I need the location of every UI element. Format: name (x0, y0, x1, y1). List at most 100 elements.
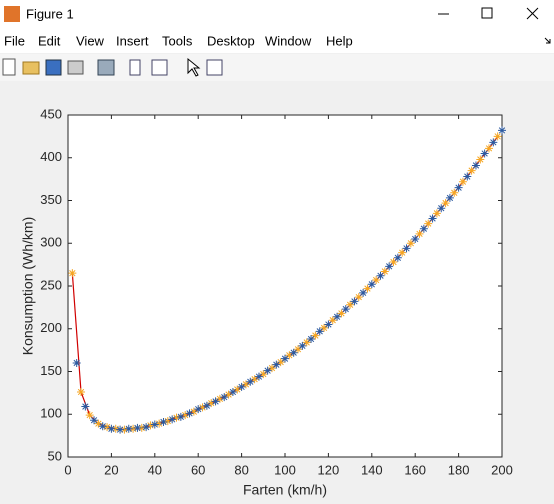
menu-item[interactable]: Tools (162, 33, 193, 48)
menu-bar (0, 30, 554, 53)
data-marker (263, 366, 272, 375)
data-marker (458, 177, 467, 186)
data-marker (120, 425, 129, 434)
data-marker (354, 293, 363, 302)
data-marker (77, 388, 86, 397)
x-tick-label: 80 (234, 462, 248, 477)
menu-item[interactable]: Edit (38, 33, 61, 48)
data-marker (450, 188, 459, 197)
data-marker (315, 327, 324, 336)
data-marker (72, 358, 81, 367)
y-tick-label: 100 (40, 406, 62, 421)
data-marker (146, 421, 155, 430)
pointer-icon[interactable] (187, 57, 201, 77)
y-tick-label: 450 (40, 106, 62, 121)
menu-item[interactable]: File (4, 33, 25, 48)
y-tick-label: 350 (40, 192, 62, 207)
new-icon[interactable] (2, 58, 16, 76)
data-marker (224, 390, 233, 399)
data-marker (85, 411, 94, 420)
data-marker (346, 300, 355, 309)
data-marker (220, 393, 229, 402)
data-marker (476, 155, 485, 164)
data-marker (298, 341, 307, 350)
data-marker (467, 166, 476, 175)
x-tick-label: 140 (361, 462, 383, 477)
data-marker (415, 229, 424, 238)
dock-button[interactable] (544, 37, 551, 44)
data-marker (376, 271, 385, 280)
colorbar-icon[interactable] (129, 59, 141, 76)
data-marker (406, 239, 415, 248)
link-icon[interactable] (97, 59, 115, 76)
menu-item[interactable]: Window (265, 33, 312, 48)
data-marker (198, 403, 207, 412)
data-marker (367, 280, 376, 289)
data-marker (359, 288, 368, 297)
data-marker (341, 305, 350, 314)
open-icon[interactable] (22, 61, 40, 75)
data-marker (471, 161, 480, 170)
y-tick-label: 50 (48, 448, 62, 463)
data-marker (150, 420, 159, 429)
data-marker (333, 312, 342, 321)
menu-item[interactable]: View (76, 33, 105, 48)
axes-box (67, 114, 503, 458)
data-marker (437, 204, 446, 213)
data-marker (363, 284, 372, 293)
y-tick-label: 200 (40, 320, 62, 335)
data-marker (428, 214, 437, 223)
data-marker (389, 258, 398, 267)
data-marker (68, 269, 77, 278)
menu-item[interactable]: Insert (116, 33, 149, 48)
data-marker (445, 193, 454, 202)
menu-item[interactable]: Desktop (207, 33, 255, 48)
x-tick-label: 100 (274, 462, 296, 477)
data-marker (116, 425, 125, 434)
data-marker (328, 316, 337, 325)
y-axis-label: Konsumption (Wh/km) (20, 217, 36, 355)
data-marker (163, 417, 172, 426)
data-marker (498, 126, 506, 135)
data-marker (250, 375, 259, 384)
data-marker (237, 382, 246, 391)
data-marker (307, 335, 316, 344)
data-marker (424, 219, 433, 228)
data-marker (480, 149, 489, 158)
data-marker (402, 244, 411, 253)
menu-item[interactable]: Help (326, 33, 353, 48)
toolbar-icons (2, 57, 223, 77)
data-marker (324, 320, 333, 329)
y-tick-label: 400 (40, 149, 62, 164)
data-marker (90, 416, 99, 425)
x-tick-label: 120 (318, 462, 340, 477)
data-marker (302, 338, 311, 347)
data-marker (155, 419, 164, 428)
data-marker (103, 423, 112, 432)
data-marker (294, 345, 303, 354)
data-marker (211, 397, 220, 406)
data-marker (337, 309, 346, 318)
data-marker (267, 364, 276, 373)
data-marker (489, 138, 498, 147)
save-icon[interactable] (45, 59, 62, 76)
x-tick-label: 200 (491, 462, 513, 477)
x-tick-label: 160 (404, 462, 426, 477)
print-icon[interactable] (67, 60, 84, 75)
window-title: Figure 1 (26, 6, 74, 21)
x-tick-label: 0 (64, 462, 71, 477)
legend-icon[interactable] (151, 59, 168, 76)
data-marker (133, 423, 142, 432)
data-marker (463, 172, 472, 181)
data-marker (189, 407, 198, 416)
close-button[interactable] (526, 7, 539, 20)
data-marker (107, 424, 116, 433)
property-icon[interactable] (206, 59, 223, 76)
data-marker (215, 394, 224, 403)
data-marker (98, 422, 107, 431)
maximize-button[interactable] (481, 7, 493, 19)
toolbar (0, 54, 554, 81)
data-marker (393, 253, 402, 262)
